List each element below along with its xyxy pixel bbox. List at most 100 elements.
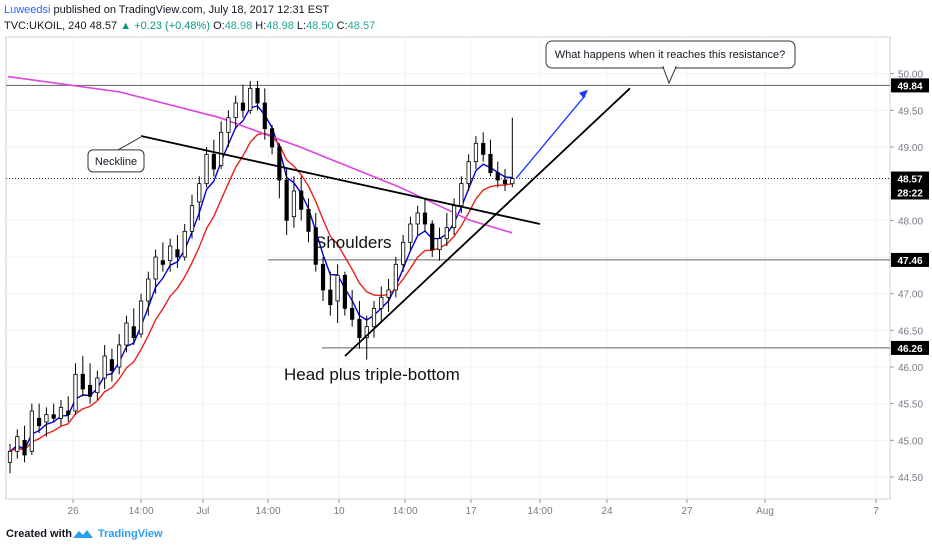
candle-body (160, 260, 165, 265)
tradingview-logo-icon (73, 530, 93, 538)
candle-body (66, 410, 71, 416)
candle-body (219, 131, 224, 166)
price-label-text: 49.84 (897, 81, 922, 92)
plot-area[interactable] (5, 36, 891, 500)
resistance-callout-text: What happens when it reaches this resist… (555, 49, 786, 61)
low-value: 48.50 (306, 20, 334, 32)
arrow-head-icon (579, 89, 588, 99)
x-tick-label: Aug (756, 506, 774, 517)
candle-body (262, 102, 267, 130)
high-value: 48.98 (266, 20, 294, 32)
neckline-callout-box (87, 149, 145, 173)
chart-header: Luweedsi published on TradingView.com, J… (0, 0, 932, 36)
candle-body (175, 249, 180, 258)
close-label: C: (336, 20, 348, 32)
candle-body (211, 153, 216, 170)
x-tick-label: Jul (197, 506, 210, 517)
candle-body (306, 208, 311, 232)
y-tick-label: 46.00 (898, 363, 923, 374)
candle-body (502, 179, 508, 185)
candle-body (95, 377, 100, 394)
candle-body (168, 245, 173, 262)
price-label-box (891, 252, 929, 267)
candle-body (342, 274, 347, 309)
candle-body (393, 263, 398, 291)
price-chart[interactable]: Neckline Shoulders Head plus triple-bottom… (0, 36, 932, 520)
candle-body (357, 318, 362, 339)
candle-body (51, 414, 56, 419)
price-label-text: 28:22 (897, 188, 923, 199)
price-label-box (891, 171, 929, 186)
y-tick-label: 45.50 (898, 400, 923, 411)
candle-body (117, 344, 122, 368)
candle-body (146, 278, 151, 302)
price-label-box (891, 340, 929, 355)
candle-body (233, 102, 238, 119)
x-tick-label: 14:00 (255, 506, 280, 517)
x-tick-label: 14:00 (128, 506, 153, 517)
resistance-callout-pointer-mask (664, 65, 675, 68)
candle-body (204, 153, 209, 185)
candle-body (189, 205, 195, 232)
x-tick-label: 14:00 (392, 506, 417, 517)
neckline-trendline (140, 135, 541, 225)
candle-body (386, 289, 391, 298)
rising-trendline (344, 87, 631, 357)
candle-body (226, 117, 231, 133)
candle-body (153, 256, 158, 280)
footer: Created with TradingView (0, 520, 932, 550)
candle-body (371, 307, 377, 328)
candle-body (269, 128, 275, 148)
candle-body (240, 102, 246, 111)
x-tick-label: 26 (67, 506, 79, 517)
published-info: published on TradingView.com, July 18, 2… (53, 4, 330, 16)
price-label-box (891, 185, 929, 200)
y-tick-label: 47.00 (898, 290, 923, 301)
price-label-text: 46.26 (897, 344, 922, 355)
candle-body (459, 183, 464, 207)
candle-body (109, 359, 115, 372)
y-tick-label: 50.00 (898, 70, 923, 81)
y-tick-label: 49.50 (898, 106, 923, 117)
x-tick-label: 24 (601, 506, 613, 517)
candle-body (350, 307, 355, 320)
projection-arrow-line (515, 95, 586, 179)
candle-body (328, 289, 333, 306)
publish-line: Luweedsi published on TradingView.com, J… (4, 4, 329, 16)
candle-body (451, 205, 457, 229)
candle-body (182, 230, 187, 258)
candle-body (22, 439, 27, 456)
y-tick-label: 45.00 (898, 436, 923, 447)
price-label-text: 47.46 (897, 256, 922, 267)
candle-body (444, 227, 449, 240)
candle-body (131, 326, 136, 339)
tradingview-brand[interactable]: TradingView (98, 528, 163, 540)
close-value: 48.57 (347, 20, 376, 32)
candle-body (73, 373, 78, 412)
candle-body (277, 146, 282, 181)
candle-body (313, 227, 318, 265)
candle-body (481, 142, 486, 155)
low-label: L: (296, 20, 307, 32)
candle-body (495, 172, 500, 181)
candle-body (408, 223, 413, 243)
author-link[interactable]: Luweedsi (4, 4, 51, 16)
candle-body (401, 241, 406, 265)
candle-body (44, 414, 49, 423)
candle-body (488, 153, 493, 174)
price-change: +0.23 (+0.48%) (134, 20, 210, 32)
ohlc-line: TVC:UKOIL, 240 48.57 ▲ +0.23 (+0.48%) O:… (4, 20, 375, 32)
candle-body (284, 179, 289, 221)
candle-body (124, 322, 129, 346)
high-label: H: (255, 20, 267, 32)
candle-body (473, 142, 479, 163)
y-tick-label: 49.00 (898, 143, 923, 154)
candle-body (364, 326, 369, 339)
price-label-box (891, 78, 929, 93)
candle-body (102, 355, 107, 379)
x-tick-label: 7 (873, 506, 879, 517)
x-tick-label: 17 (465, 506, 477, 517)
price-label-text: 48.57 (897, 175, 922, 186)
candle-body (58, 406, 64, 419)
y-tick-label: 46.50 (898, 326, 923, 337)
